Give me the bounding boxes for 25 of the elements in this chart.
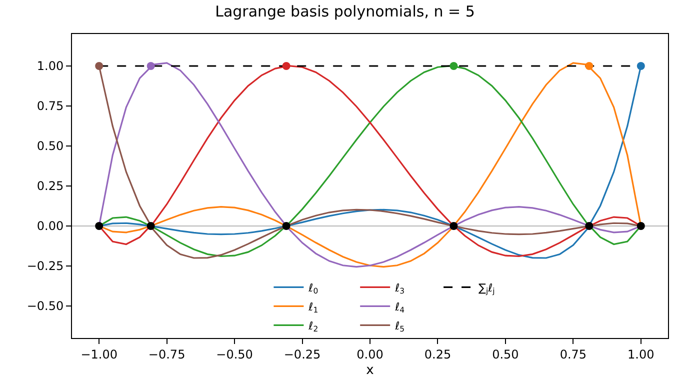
legend-label: ℓ$_{2}$ xyxy=(308,319,318,334)
legend-label: ℓ$_{3}$ xyxy=(394,281,405,296)
y-tick-label: 0.75 xyxy=(36,99,64,114)
chart-title: Lagrange basis polynomials, n = 5 xyxy=(215,2,475,20)
legend-label: ℓ$_{4}$ xyxy=(394,300,405,315)
x-tick-label: 0.25 xyxy=(424,347,452,362)
x-tick-label: −0.50 xyxy=(216,347,253,362)
legend-label: ℓ$_{5}$ xyxy=(394,319,405,334)
y-tick-label: 0.25 xyxy=(36,179,64,194)
legend-label: ℓ$_{0}$ xyxy=(308,281,318,296)
x-tick-label: −0.25 xyxy=(284,347,321,362)
x-tick-label: 1.00 xyxy=(628,347,654,362)
y-tick-label: 1.00 xyxy=(36,59,64,74)
x-tick-label: 0.50 xyxy=(492,347,519,362)
x-tick-label: −0.75 xyxy=(148,347,186,362)
y-tick-label: 0.50 xyxy=(36,139,64,154)
x-tick-label: −1.00 xyxy=(80,347,118,362)
y-tick-label: −0.50 xyxy=(26,299,64,314)
x-tick-label: 0.75 xyxy=(560,347,587,362)
x-axis-title: x xyxy=(366,363,374,378)
legend-label: ∑$_{j}$ℓ$_{j}$ xyxy=(478,281,495,296)
y-tick-label: −0.25 xyxy=(26,259,64,274)
legend-label: ℓ$_{1}$ xyxy=(308,300,318,315)
x-tick-label: 0.00 xyxy=(356,347,384,362)
y-tick-label: 0.00 xyxy=(36,219,64,234)
